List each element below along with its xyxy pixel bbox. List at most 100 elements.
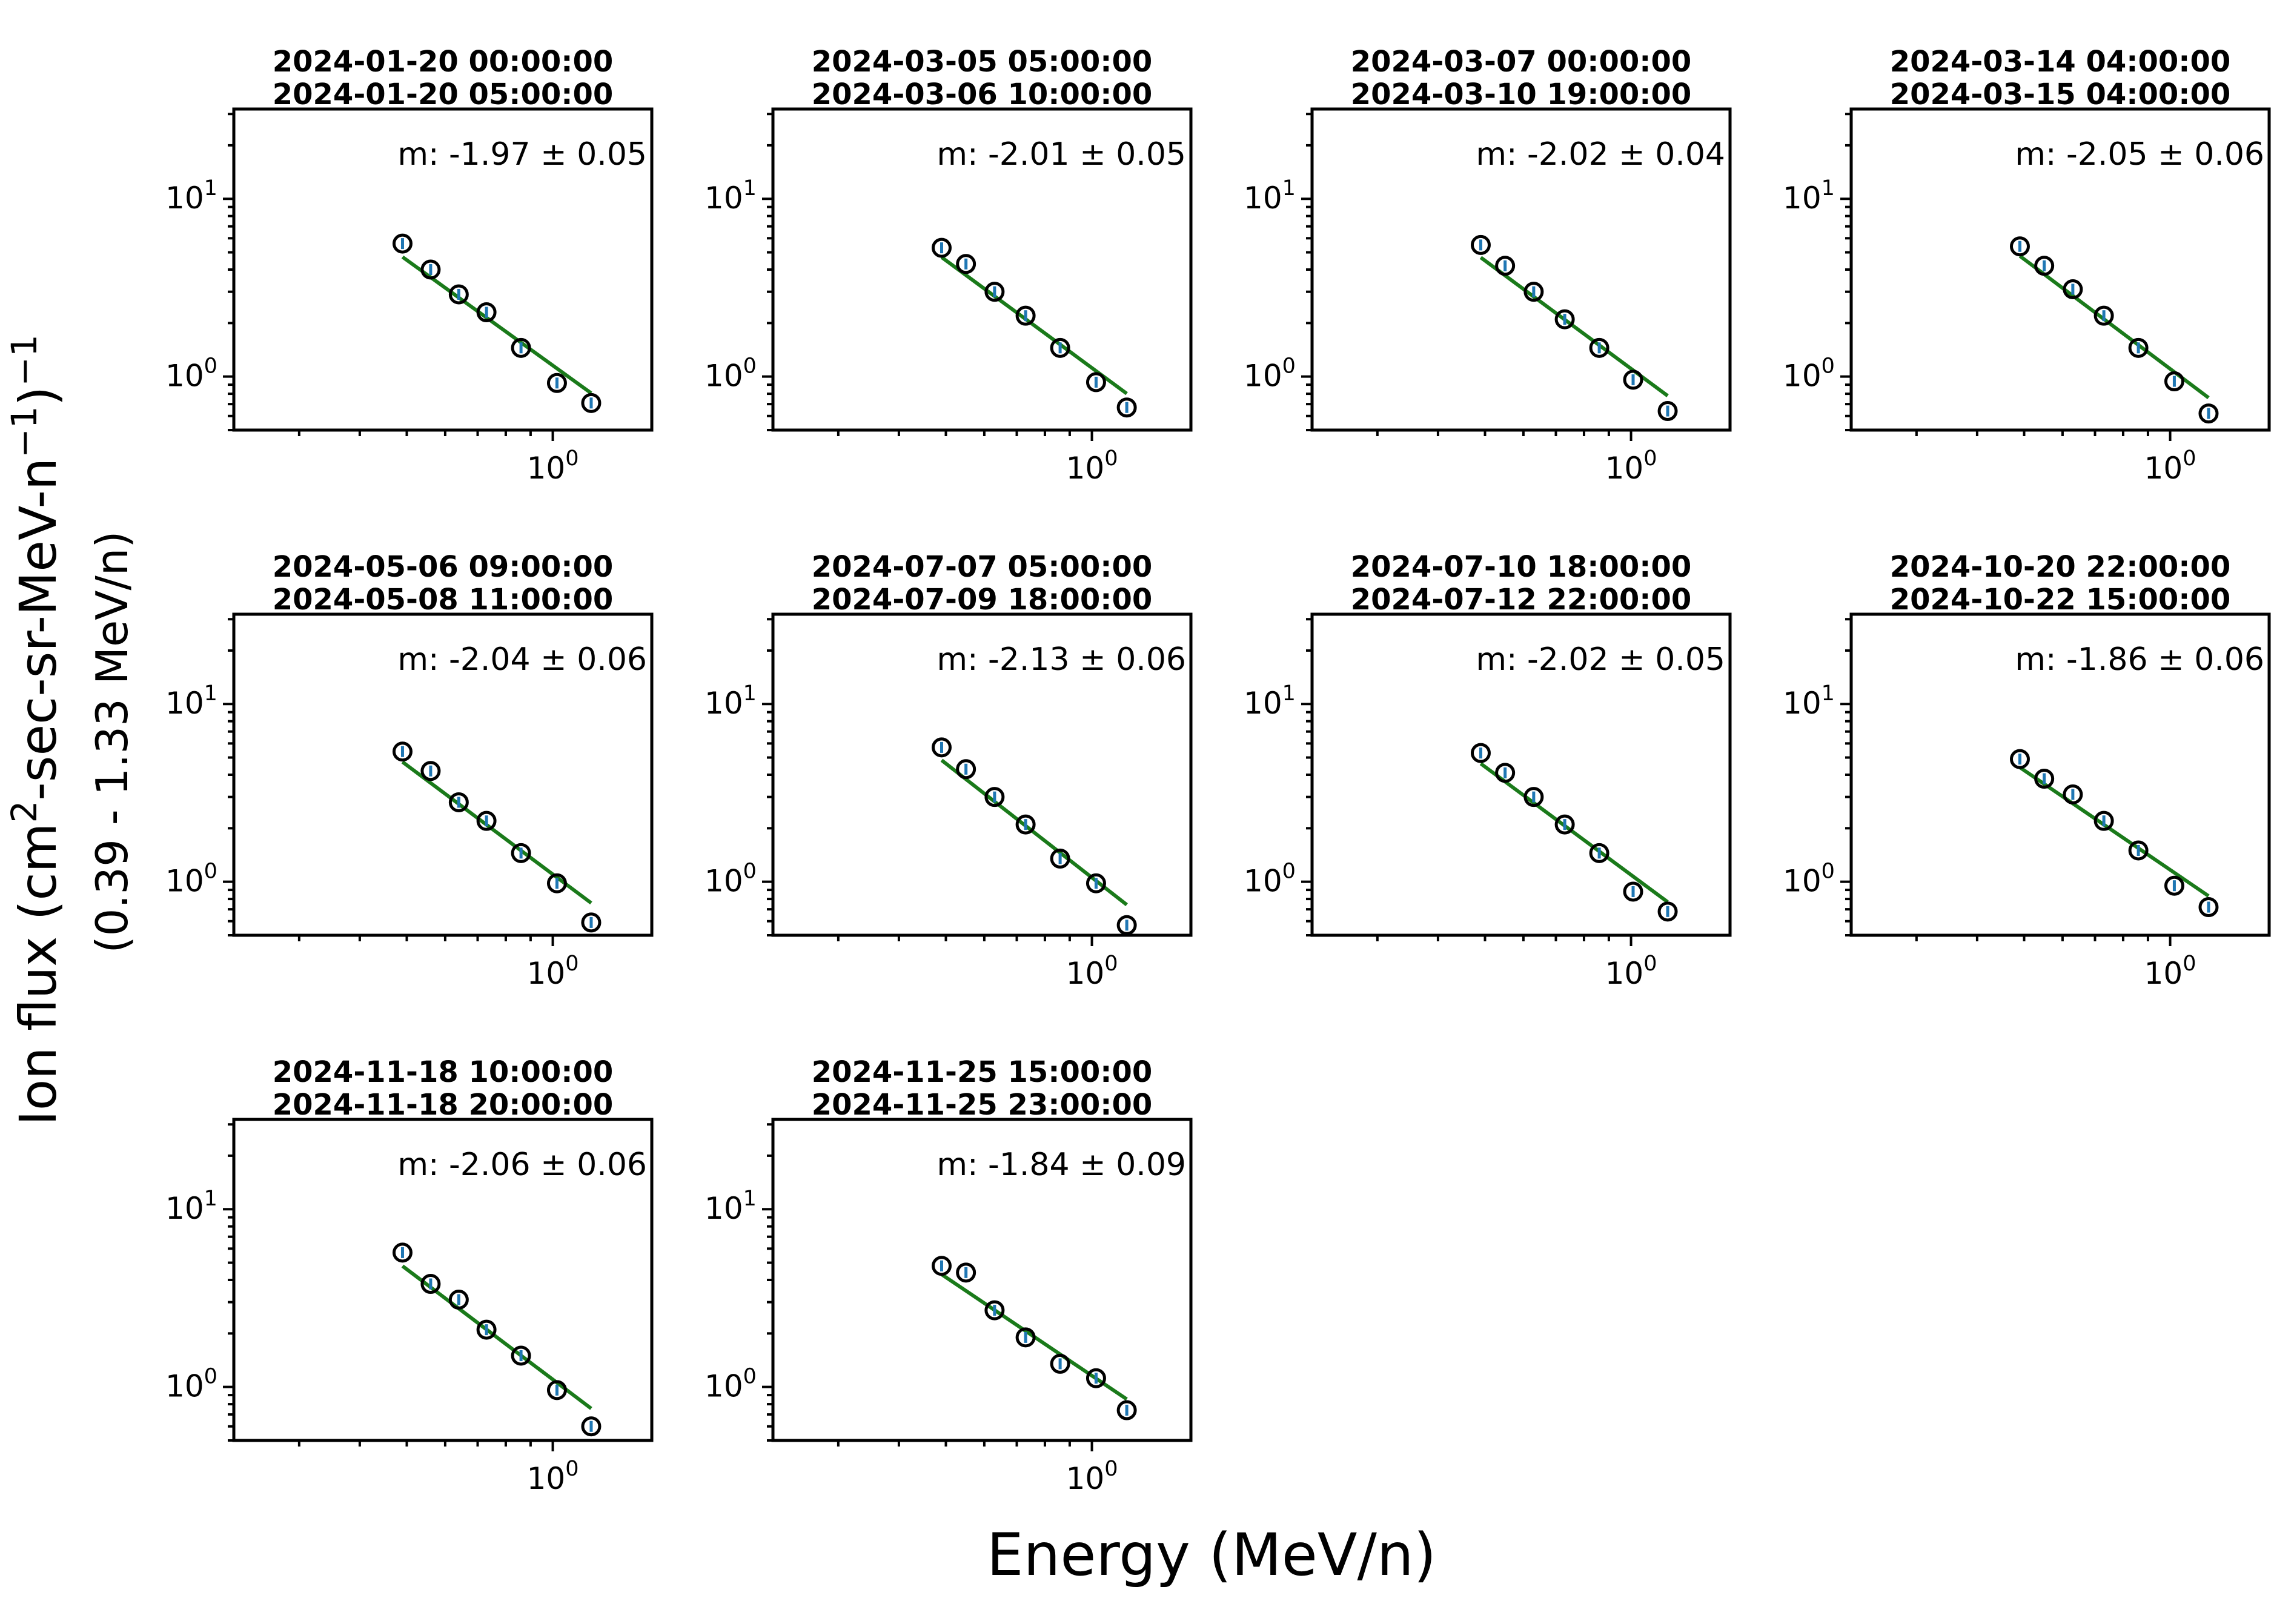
data-point bbox=[1523, 282, 1544, 302]
x-tick-label: 100 bbox=[1066, 952, 1118, 991]
y-ticks bbox=[223, 1123, 234, 1442]
x-ticks bbox=[837, 935, 1093, 946]
data-point bbox=[1657, 901, 1678, 922]
y-tick-label-base: 10 bbox=[1783, 181, 1822, 216]
data-marker bbox=[420, 761, 441, 781]
data-marker bbox=[2063, 784, 2083, 804]
y-tick-label: 100 bbox=[704, 354, 757, 394]
x-tick-label: 100 bbox=[1066, 446, 1118, 486]
data-marker bbox=[1657, 901, 1678, 922]
data-marker bbox=[2034, 769, 2055, 789]
x-tick-label: 100 bbox=[1605, 446, 1657, 486]
y-tick-label-base: 10 bbox=[165, 1191, 204, 1226]
data-point bbox=[476, 810, 497, 831]
panel-title-line1: 2024-11-25 15:00:00 bbox=[812, 1055, 1153, 1089]
data-marker bbox=[581, 393, 602, 413]
y-tick-label-exp: 0 bbox=[1282, 354, 1296, 379]
slope-annotation: m: -2.04 ± 0.06 bbox=[397, 641, 647, 678]
data-point bbox=[511, 337, 531, 358]
data-point bbox=[448, 284, 469, 305]
y-tick-label: 100 bbox=[165, 354, 217, 394]
data-point bbox=[1623, 881, 1643, 902]
x-tick-label: 100 bbox=[527, 1457, 579, 1496]
data-point bbox=[1050, 1353, 1070, 1374]
y-tick-label-base: 10 bbox=[165, 864, 204, 899]
data-point bbox=[1495, 256, 1516, 276]
data-marker bbox=[984, 282, 1005, 302]
data-marker bbox=[2093, 810, 2114, 831]
x-tick-label: 100 bbox=[2144, 952, 2196, 991]
y-tick-label-base: 10 bbox=[165, 686, 204, 721]
panel-title-line1: 2024-03-05 05:00:00 bbox=[812, 45, 1153, 79]
panel-title-line1: 2024-11-18 10:00:00 bbox=[273, 1055, 614, 1089]
data-marker bbox=[1116, 397, 1137, 418]
data-marker bbox=[2009, 236, 2030, 257]
data-marker bbox=[2164, 371, 2184, 392]
data-marker bbox=[420, 259, 441, 280]
y-tick-label-base: 10 bbox=[704, 864, 743, 899]
data-point bbox=[984, 1300, 1005, 1321]
data-point bbox=[1470, 234, 1491, 255]
y-tick-label-base: 10 bbox=[704, 181, 743, 216]
panel-title-line2: 2024-11-25 23:00:00 bbox=[812, 1088, 1153, 1122]
data-point bbox=[2034, 256, 2055, 276]
data-marker bbox=[448, 284, 469, 305]
y-tick-label: 101 bbox=[165, 176, 217, 216]
x-axis-label: Energy (MeV/n) bbox=[987, 1521, 1436, 1589]
y-tick-label: 101 bbox=[1244, 681, 1296, 721]
data-marker bbox=[511, 1345, 531, 1366]
panel-title-line1: 2024-07-07 05:00:00 bbox=[812, 550, 1153, 584]
data-point bbox=[420, 259, 441, 280]
x-ticks bbox=[1915, 935, 2172, 946]
y-ticks bbox=[762, 113, 773, 431]
y-tick-label-exp: 0 bbox=[1282, 860, 1296, 884]
data-point bbox=[1015, 305, 1036, 326]
data-marker bbox=[511, 337, 531, 358]
x-tick-label-exp: 0 bbox=[565, 1457, 578, 1481]
data-marker bbox=[581, 912, 602, 933]
data-point bbox=[2128, 337, 2149, 358]
data-point bbox=[984, 787, 1005, 807]
data-marker bbox=[1086, 372, 1106, 393]
slope-annotation: m: -2.05 ± 0.06 bbox=[2015, 136, 2264, 173]
x-tick-label-base: 10 bbox=[527, 956, 566, 991]
data-marker bbox=[2009, 749, 2030, 769]
data-marker bbox=[2128, 337, 2149, 358]
y-tick-label-exp: 0 bbox=[743, 354, 757, 379]
data-point bbox=[1470, 743, 1491, 763]
x-tick-label-exp: 0 bbox=[1104, 1457, 1118, 1481]
x-tick-label-base: 10 bbox=[1066, 451, 1105, 486]
panel-title-line2: 2024-10-22 15:00:00 bbox=[1890, 583, 2231, 617]
data-marker bbox=[392, 741, 413, 762]
data-point bbox=[581, 1416, 602, 1437]
x-ticks bbox=[297, 430, 554, 441]
panel-title-line1: 2024-03-14 04:00:00 bbox=[1890, 45, 2231, 79]
data-marker bbox=[1623, 881, 1643, 902]
x-tick-label-exp: 0 bbox=[565, 952, 578, 976]
x-ticks bbox=[837, 430, 1093, 441]
data-point bbox=[448, 1289, 469, 1310]
data-point bbox=[2093, 810, 2114, 831]
data-point bbox=[2034, 769, 2055, 789]
y-tick-label-exp: 0 bbox=[743, 860, 757, 884]
y-tick-label: 100 bbox=[1783, 354, 1835, 394]
data-marker bbox=[511, 843, 531, 863]
data-point bbox=[2198, 897, 2219, 918]
y-tick-label: 101 bbox=[165, 1187, 217, 1226]
x-ticks bbox=[297, 1440, 554, 1451]
data-point bbox=[546, 1380, 567, 1400]
data-marker bbox=[392, 233, 413, 254]
slope-annotation: m: -2.01 ± 0.05 bbox=[936, 136, 1186, 173]
y-tick-label-exp: 0 bbox=[204, 860, 217, 884]
data-point bbox=[476, 1319, 497, 1340]
y-tick-label-exp: 1 bbox=[1822, 681, 1835, 706]
x-ticks bbox=[837, 1440, 1093, 1451]
panel-title-line2: 2024-07-09 18:00:00 bbox=[812, 583, 1153, 617]
y-tick-label-base: 10 bbox=[1244, 359, 1282, 394]
data-point bbox=[546, 873, 567, 893]
data-marker bbox=[956, 1262, 976, 1283]
panel-title-line2: 2024-03-15 04:00:00 bbox=[1890, 78, 2231, 111]
